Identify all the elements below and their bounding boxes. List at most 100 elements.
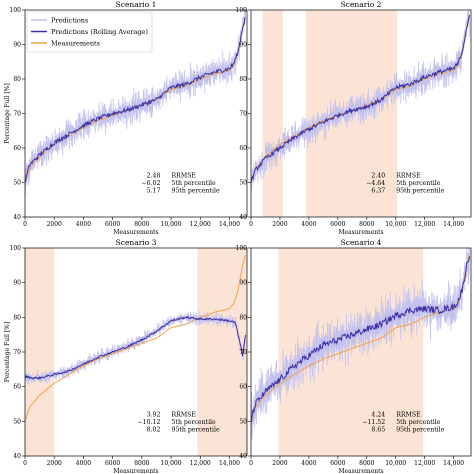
x-tick-label: 4000	[301, 460, 316, 467]
y-tick-label: 40	[13, 214, 21, 221]
x-tick-label: 10,000	[161, 221, 182, 228]
stat-value: 2.48	[147, 173, 161, 180]
stat-label: RRMSE	[172, 411, 197, 418]
y-axis-label: Percentage Full [%]	[4, 83, 11, 143]
y-tick-label: 90	[239, 280, 247, 287]
measurements-series	[25, 254, 247, 422]
y-tick-label: 100	[236, 245, 248, 252]
y-axis-label: Percentage Full [%]	[4, 322, 11, 382]
y-tick-label: 90	[13, 280, 21, 287]
panel-title: Scenario 1	[116, 0, 157, 9]
y-tick-label: 100	[236, 7, 248, 14]
x-tick-label: 0	[23, 460, 27, 467]
plot-area	[25, 10, 247, 196]
y-tick-label: 100	[10, 245, 22, 252]
measurements-series	[251, 16, 471, 183]
x-tick-label: 14,000	[219, 460, 240, 467]
x-tick-label: 14,000	[443, 460, 464, 467]
y-tick-label: 70	[239, 111, 247, 118]
panel-title: Scenario 4	[341, 238, 382, 247]
shaded-region	[262, 10, 283, 217]
y-tick-label: 50	[13, 418, 21, 425]
y-tick-label: 80	[13, 76, 21, 83]
plot-area	[251, 248, 471, 456]
y-tick-label: 80	[239, 314, 247, 321]
y-tick-label: 50	[13, 180, 21, 187]
predictions-series	[25, 311, 246, 385]
stat-value: 3.92	[147, 411, 161, 418]
stat-label: 5th percentile	[396, 419, 441, 426]
x-tick-label: 12,000	[414, 221, 435, 228]
x-tick-label: 6000	[330, 460, 345, 467]
x-tick-label: 2000	[272, 460, 287, 467]
x-tick-label: 4000	[301, 221, 316, 228]
x-tick-label: 10,000	[385, 221, 406, 228]
legend-box	[26, 11, 153, 53]
y-tick-label: 80	[13, 314, 21, 321]
y-tick-label: 40	[239, 453, 247, 460]
stat-value: 2.40	[371, 173, 385, 180]
stat-label: 95th percentile	[396, 426, 444, 433]
x-tick-label: 2000	[47, 221, 62, 228]
rolling-average-series	[25, 316, 247, 380]
x-axis-label: Measurements	[113, 468, 158, 474]
predictions-series	[25, 10, 246, 196]
y-tick-label: 50	[239, 418, 247, 425]
y-tick-label: 60	[239, 384, 247, 391]
plot-area	[251, 10, 471, 217]
x-tick-label: 2000	[272, 221, 287, 228]
stat-label: 5th percentile	[172, 419, 217, 426]
y-tick-label: 60	[239, 145, 247, 152]
x-tick-label: 4000	[76, 221, 91, 228]
stat-value: 8.65	[371, 426, 385, 433]
x-tick-label: 12,000	[190, 221, 211, 228]
x-tick-label: 0	[23, 221, 27, 228]
x-tick-label: 8000	[359, 460, 374, 467]
panel-title: Scenario 3	[116, 238, 157, 247]
y-tick-label: 40	[13, 453, 21, 460]
x-axis-label: Measurements	[113, 229, 158, 236]
stat-value: −4.64	[366, 180, 385, 187]
stat-value: −6.02	[141, 180, 160, 187]
stat-label: RRMSE	[172, 173, 197, 180]
y-tick-label: 90	[13, 42, 21, 49]
x-tick-label: 12,000	[414, 460, 435, 467]
chart-panel-4: 0 2000 4000 6000 8000 10,000 12,000 14,000 40 50 6…	[236, 238, 472, 474]
x-tick-label: 8000	[134, 460, 149, 467]
y-tick-label: 40	[239, 214, 247, 221]
x-tick-label: 8000	[359, 221, 374, 228]
chart-panel-3: 0 2000 4000 6000 8000 10,000 12,000 14,00040506…	[4, 238, 248, 474]
stat-value: 8.02	[147, 426, 161, 433]
stat-value: 5.17	[147, 188, 161, 195]
stat-label: RRMSE	[396, 173, 421, 180]
stat-value: −11.52	[362, 419, 385, 426]
shaded-region	[197, 248, 247, 456]
legend-label: Predictions	[51, 16, 88, 24]
predictions-series	[251, 248, 470, 441]
x-axis-label: Measurements	[338, 229, 383, 236]
chart-panel-2: 0 2000 4000 6000 8000 10,000 12,000 14,000 40 50 6…	[236, 0, 472, 236]
x-tick-label: 0	[249, 460, 253, 467]
stat-value: 4.24	[371, 411, 385, 418]
x-tick-label: 12,000	[190, 460, 211, 467]
legend-label: Measurements	[51, 39, 100, 47]
stat-value: −10.12	[138, 419, 161, 426]
y-tick-label: 60	[13, 145, 21, 152]
legend: Predictions Predictions (Rolling Average)…	[26, 11, 153, 53]
stat-label: RRMSE	[396, 411, 421, 418]
x-tick-label: 14,000	[219, 221, 240, 228]
x-tick-label: 6000	[105, 221, 120, 228]
stat-label: 5th percentile	[172, 180, 217, 187]
y-tick-label: 70	[13, 349, 21, 356]
x-tick-label: 14,000	[443, 221, 464, 228]
y-tick-label: 50	[239, 180, 247, 187]
chart-panel-1: 0 2000 4000 6000 8000 10,000 12,000 14,00040506…	[4, 0, 248, 236]
x-tick-label: 2000	[47, 460, 62, 467]
y-tick-label: 60	[13, 384, 21, 391]
rolling-average-series	[251, 15, 471, 183]
x-axis-label: Measurements	[338, 468, 383, 474]
rolling-average-series	[251, 255, 471, 422]
rolling-average-series	[25, 17, 246, 182]
legend-label: Predictions (Rolling Average)	[51, 28, 148, 36]
